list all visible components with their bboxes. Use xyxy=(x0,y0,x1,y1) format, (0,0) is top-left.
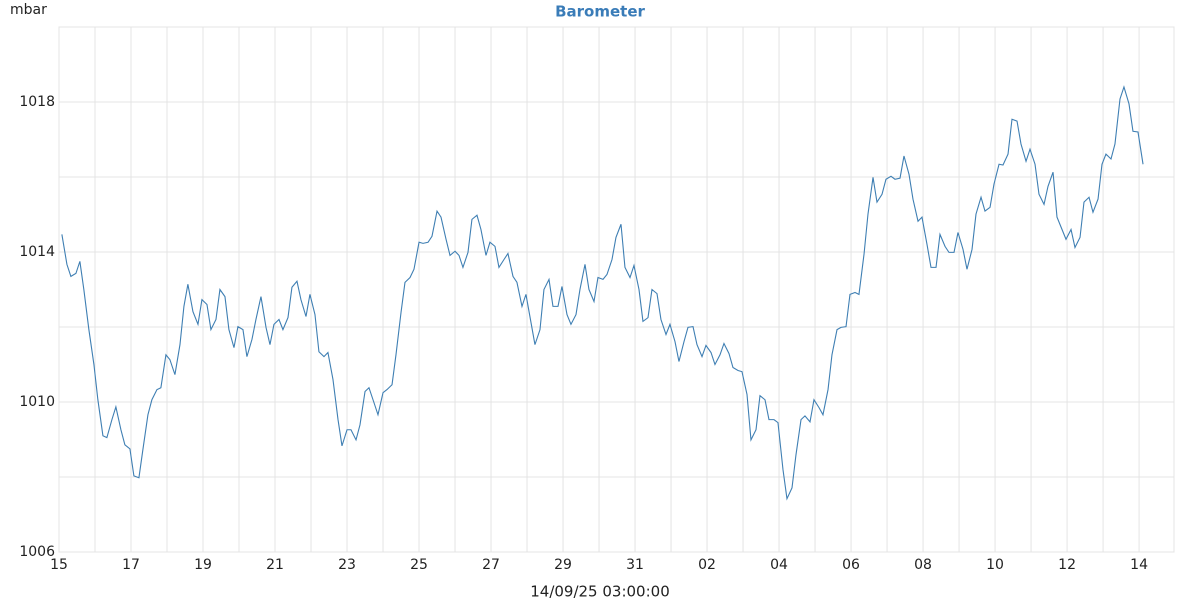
x-tick-label: 10 xyxy=(986,557,1004,573)
x-tick-label: 06 xyxy=(842,557,860,573)
x-tick-label: 17 xyxy=(122,557,140,573)
x-tick-label: 21 xyxy=(266,557,284,573)
y-tick-label: 1018 xyxy=(19,94,55,110)
x-axis-label: 14/09/25 03:00:00 xyxy=(530,583,670,600)
x-tick-label: 23 xyxy=(338,557,356,573)
chart-title: Barometer xyxy=(555,3,645,21)
y-tick-label: 1014 xyxy=(19,244,55,260)
y-axis-unit: mbar xyxy=(10,2,47,18)
x-tick-label: 04 xyxy=(770,557,788,573)
data-line xyxy=(61,85,1144,501)
plot-frame xyxy=(58,26,1175,553)
x-tick-label: 29 xyxy=(554,557,572,573)
x-tick-label: 27 xyxy=(482,557,500,573)
x-tick-label: 14 xyxy=(1130,557,1148,573)
x-tick-label: 15 xyxy=(50,557,68,573)
y-tick-label: 1010 xyxy=(19,394,55,410)
x-tick-label: 25 xyxy=(410,557,428,573)
x-tick-label: 12 xyxy=(1058,557,1076,573)
x-tick-label: 02 xyxy=(698,557,716,573)
y-tick-label: 1006 xyxy=(19,544,55,560)
x-tick-label: 31 xyxy=(626,557,644,573)
x-tick-label: 08 xyxy=(914,557,932,573)
x-tick-label: 19 xyxy=(194,557,212,573)
